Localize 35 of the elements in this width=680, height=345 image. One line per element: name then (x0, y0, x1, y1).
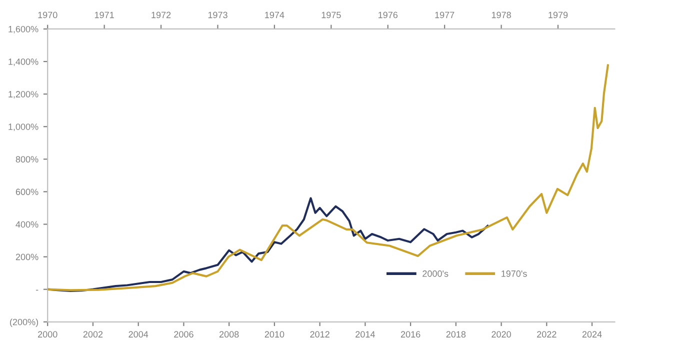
x-tick-label: 2018 (446, 331, 466, 338)
x-tick-label: 2012 (310, 331, 330, 338)
x2-tick-label: 1970 (38, 12, 58, 18)
x-tick-label: 2014 (356, 331, 375, 338)
y-tick-label: - (36, 290, 38, 291)
x-tick-label: 2022 (537, 331, 556, 338)
x2-tick-label: 1973 (208, 12, 228, 18)
x-tick-label: 2008 (219, 331, 239, 338)
y-tick-label: 200% (16, 254, 38, 260)
x-tick-label: 2004 (128, 331, 148, 338)
x-tick-label: 2016 (400, 331, 420, 338)
y-tick-label: 1,000% (8, 124, 38, 132)
x-tick-label: 2024 (582, 331, 602, 338)
y-tick-label: 800% (16, 156, 38, 163)
x-tick-label: 2002 (83, 331, 103, 338)
x2-tick-label: 1974 (265, 12, 284, 18)
y-tick-label: 1,600% (8, 26, 38, 34)
x2-tick-label: 1978 (492, 12, 511, 18)
x-tick-label: 2006 (174, 331, 194, 338)
x-tick-label: 2000 (38, 331, 58, 338)
x-tick-label: 2010 (264, 331, 284, 338)
y-tick-label: 400% (16, 221, 38, 228)
x-tick-label: 2020 (492, 331, 511, 338)
y-tick-label: 1,200% (8, 91, 38, 98)
y-tick-label: 600% (16, 188, 38, 196)
x2-tick-label: 1972 (152, 12, 171, 18)
x2-tick-label: 1977 (435, 12, 454, 18)
x2-tick-label: 1979 (548, 12, 568, 18)
x2-tick-label: 1975 (322, 12, 341, 18)
x2-tick-label: 1976 (378, 12, 398, 18)
x2-tick-label: 1971 (94, 12, 114, 18)
y-tick-label: 1,400% (8, 58, 38, 66)
legend-label: 1970's (502, 270, 527, 277)
y-tick-label: (200%) (10, 318, 38, 328)
legend-label: 2000's (422, 270, 448, 277)
